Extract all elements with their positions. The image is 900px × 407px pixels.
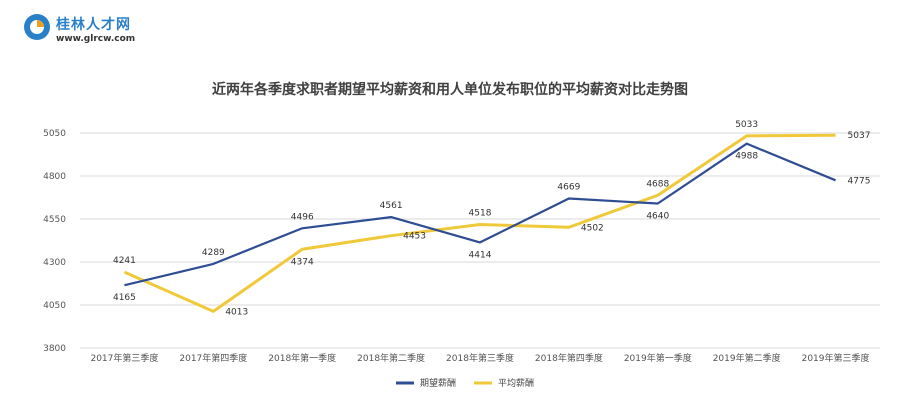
data-label: 4013 — [225, 307, 248, 317]
x-tick-label: 2017年第三季度 — [90, 352, 158, 364]
y-axis-ticks: 3800 4050 4300 4550 4800 5050 — [43, 129, 66, 354]
data-label: 4165 — [113, 293, 136, 303]
y-tick-label: 3800 — [43, 344, 66, 354]
series-lines — [123, 133, 836, 313]
data-label: 5033 — [735, 120, 758, 130]
x-tick-label: 2018年第三季度 — [446, 352, 514, 364]
x-tick-label: 2017年第四季度 — [179, 352, 247, 364]
data-label: 4453 — [403, 232, 426, 242]
logo-url: www.glrcw.com — [56, 34, 136, 44]
x-axis-ticks: 2017年第三季度 2017年第四季度 2018年第一季度 2018年第二季度 2018… — [90, 352, 869, 364]
legend: 期望薪酬 平均薪酬 — [396, 377, 534, 389]
x-tick-label: 2019年第三季度 — [802, 352, 870, 364]
data-label: 4669 — [557, 183, 580, 193]
logo-name: 桂林人才网 — [56, 17, 131, 33]
data-label: 5037 — [848, 131, 871, 141]
x-tick-label: 2018年第二季度 — [357, 352, 425, 364]
data-label: 4518 — [469, 209, 492, 219]
data-label: 4241 — [113, 256, 136, 266]
legend-label: 平均薪酬 — [498, 377, 534, 389]
y-tick-label: 4800 — [43, 172, 66, 182]
chart-title: 近两年各季度求职者期望平均薪资和用人单位发布职位的平均薪资对比走势图 — [212, 82, 688, 98]
data-label: 4640 — [646, 212, 669, 222]
legend-label: 期望薪酬 — [420, 377, 456, 389]
data-label: 4374 — [291, 257, 314, 267]
y-tick-label: 5050 — [43, 129, 66, 139]
data-label: 4688 — [646, 179, 669, 189]
x-tick-label: 2019年第二季度 — [713, 352, 781, 364]
logo-icon — [24, 14, 50, 40]
site-logo[interactable]: 桂林人才网 www.glrcw.com — [22, 12, 162, 48]
data-label: 4289 — [202, 248, 225, 258]
y-tick-label: 4300 — [43, 258, 66, 268]
x-tick-label: 2018年第四季度 — [535, 352, 603, 364]
data-label: 4561 — [380, 201, 403, 211]
series-line — [123, 133, 836, 313]
y-tick-label: 4050 — [43, 301, 66, 311]
data-label: 4496 — [291, 212, 314, 222]
data-label: 4988 — [735, 152, 758, 162]
data-label: 4775 — [848, 176, 871, 186]
series-line — [124, 142, 836, 287]
data-label: 4414 — [469, 250, 492, 260]
x-tick-label: 2019年第一季度 — [624, 352, 692, 364]
x-tick-label: 2018年第一季度 — [268, 352, 336, 364]
grid-lines — [80, 132, 880, 349]
y-tick-label: 4550 — [43, 215, 66, 225]
data-label: 4502 — [581, 223, 604, 233]
data-labels: 4165 4289 4496 4561 4414 4669 4640 4988 4775 4241… — [113, 120, 870, 317]
